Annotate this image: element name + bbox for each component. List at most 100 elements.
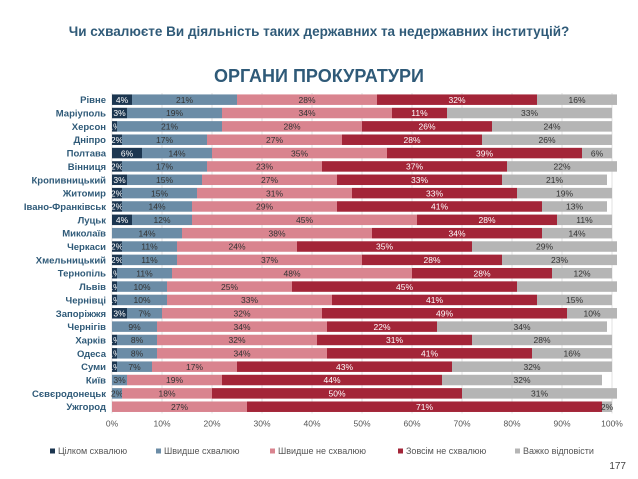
data-label: 45%: [396, 282, 413, 292]
bar-segment: [112, 294, 117, 306]
data-label: 2%: [111, 188, 124, 198]
bar-segment: [502, 174, 607, 186]
data-label: 29%: [536, 242, 553, 252]
data-label: 38%: [268, 228, 285, 238]
bar-segment: [327, 321, 437, 332]
question-title: Чи схвалюєте Ви діяльність таких державн…: [68, 24, 570, 39]
category-label: Маріуполь: [56, 109, 106, 120]
bar-segment: [332, 294, 537, 306]
category-label: Житомир: [62, 189, 106, 200]
bar-segment: [212, 388, 462, 399]
bar-segment: [152, 361, 237, 372]
bar-segment: [117, 281, 167, 292]
bar-segment: [372, 227, 542, 239]
data-label: 17%: [156, 162, 173, 172]
data-label: 15%: [151, 188, 168, 198]
x-tick-label: 100%: [601, 418, 623, 428]
bar-segment: [537, 94, 617, 105]
data-label: 41%: [421, 349, 438, 359]
data-label: 27%: [261, 175, 278, 185]
data-label: 10%: [133, 282, 150, 292]
bar-segment: [337, 201, 542, 212]
data-label: 32%: [228, 335, 245, 345]
data-label: 45%: [296, 215, 313, 225]
legend-label: Швидше не схвалюю: [278, 446, 366, 456]
x-tick-label: 0%: [106, 418, 119, 428]
data-label: 3%: [113, 375, 126, 385]
data-label: 3%: [113, 308, 126, 318]
bar-segment: [122, 134, 207, 145]
bar-segment: [412, 267, 552, 279]
bar-segment: [437, 321, 607, 332]
data-label: 27%: [266, 135, 283, 145]
bar-segment: [112, 201, 122, 212]
category-label: Миколаїв: [62, 229, 106, 240]
x-tick-label: 10%: [153, 418, 170, 428]
x-tick-label: 40%: [303, 418, 320, 428]
bar-segment: [557, 214, 612, 226]
legend-swatch: [515, 448, 520, 454]
data-label: 2%: [111, 389, 124, 399]
category-label: Херсон: [72, 122, 107, 133]
legend-label: Швидше схвалюю: [164, 446, 240, 456]
bar-segment: [182, 227, 372, 239]
x-tick-label: 70%: [453, 418, 470, 428]
data-label: 35%: [291, 148, 308, 158]
bar-segment: [542, 201, 607, 212]
bar-segment: [502, 254, 617, 266]
bar-segment: [127, 308, 162, 319]
bar-segment: [517, 187, 612, 199]
data-label: 34%: [513, 322, 530, 332]
bar-segment: [117, 121, 222, 132]
data-label: 41%: [426, 295, 443, 305]
category-label: Харків: [75, 335, 106, 346]
data-label: 12%: [573, 268, 590, 278]
category-label: Одеса: [77, 349, 107, 360]
data-label: 27%: [171, 402, 188, 412]
data-label: 23%: [256, 162, 273, 172]
bar-segment: [537, 294, 612, 306]
legend-swatch: [270, 448, 275, 454]
data-label: 33%: [426, 188, 443, 198]
bar-segment: [122, 241, 177, 252]
legend-label: Важко відповісти: [523, 446, 594, 456]
category-label: Дніпро: [74, 135, 107, 146]
bar-segment: [207, 134, 342, 145]
category-label: Луцьк: [78, 215, 107, 226]
bar-segment: [237, 94, 377, 105]
bar-segment: [122, 201, 192, 212]
bar-segment: [112, 334, 117, 346]
data-label: 13%: [566, 202, 583, 212]
data-label: 18%: [158, 389, 175, 399]
bar-segment: [112, 388, 122, 399]
data-label: 29%: [256, 202, 273, 212]
x-tick-label: 60%: [403, 418, 420, 428]
data-label: 10%: [133, 295, 150, 305]
legend-label: Зовсім не схвалюю: [406, 446, 486, 456]
data-label: 2%: [111, 242, 124, 252]
data-label: 23%: [551, 255, 568, 265]
category-label: Хмельницький: [36, 255, 106, 266]
data-label: 28%: [403, 135, 420, 145]
data-label: 19%: [166, 108, 183, 118]
bar-segment: [112, 361, 117, 372]
data-label: 19%: [166, 375, 183, 385]
data-label: 22%: [553, 162, 570, 172]
bar-segment: [117, 348, 157, 359]
bar-segment: [167, 281, 292, 292]
category-label: Київ: [86, 376, 106, 387]
bar-segment: [112, 254, 122, 266]
data-label: 71%: [416, 402, 433, 412]
bar-segment: [112, 308, 127, 319]
bar-segment: [192, 201, 337, 212]
bar-segment: [117, 294, 167, 306]
data-label: 33%: [241, 295, 258, 305]
data-label: 34%: [298, 108, 315, 118]
bar-segment: [117, 267, 172, 279]
data-label: 15%: [566, 295, 583, 305]
data-label: 4%: [116, 215, 129, 225]
bar-segment: [112, 321, 157, 332]
data-label: 28%: [478, 215, 495, 225]
bar-segment: [377, 94, 537, 105]
data-label: 41%: [431, 202, 448, 212]
